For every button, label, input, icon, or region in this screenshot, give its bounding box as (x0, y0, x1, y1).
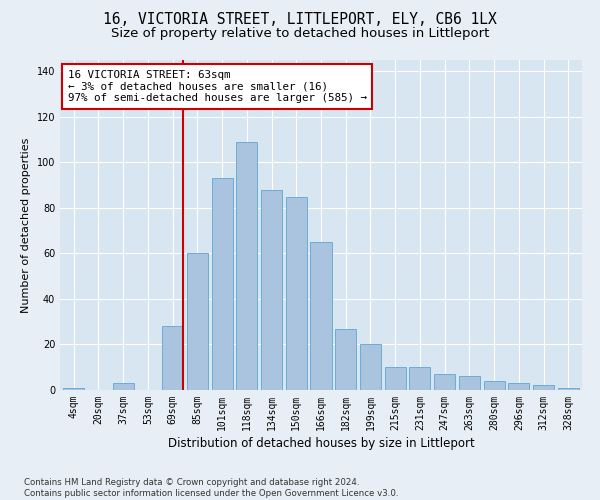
Bar (187, 254, 208, 390)
Bar (335, 328, 356, 390)
Text: 16 VICTORIA STREET: 63sqm
← 3% of detached houses are smaller (16)
97% of semi-d: 16 VICTORIA STREET: 63sqm ← 3% of detach… (68, 70, 367, 103)
Text: 16, VICTORIA STREET, LITTLEPORT, ELY, CB6 1LX: 16, VICTORIA STREET, LITTLEPORT, ELY, CB… (103, 12, 497, 28)
Bar (409, 367, 430, 390)
Bar (236, 142, 257, 390)
Text: Size of property relative to detached houses in Littleport: Size of property relative to detached ho… (111, 28, 489, 40)
Bar (212, 178, 233, 390)
Bar (113, 383, 134, 390)
Bar (508, 383, 529, 390)
Bar (360, 344, 381, 390)
Text: Contains HM Land Registry data © Crown copyright and database right 2024.
Contai: Contains HM Land Registry data © Crown c… (24, 478, 398, 498)
Bar (558, 388, 579, 390)
Bar (459, 376, 480, 390)
X-axis label: Distribution of detached houses by size in Littleport: Distribution of detached houses by size … (167, 437, 475, 450)
Bar (261, 190, 282, 390)
Bar (385, 367, 406, 390)
Bar (63, 388, 84, 390)
Bar (484, 381, 505, 390)
Bar (533, 386, 554, 390)
Y-axis label: Number of detached properties: Number of detached properties (21, 138, 31, 312)
Bar (434, 374, 455, 390)
Bar (162, 326, 183, 390)
Bar (310, 242, 332, 390)
Bar (286, 196, 307, 390)
